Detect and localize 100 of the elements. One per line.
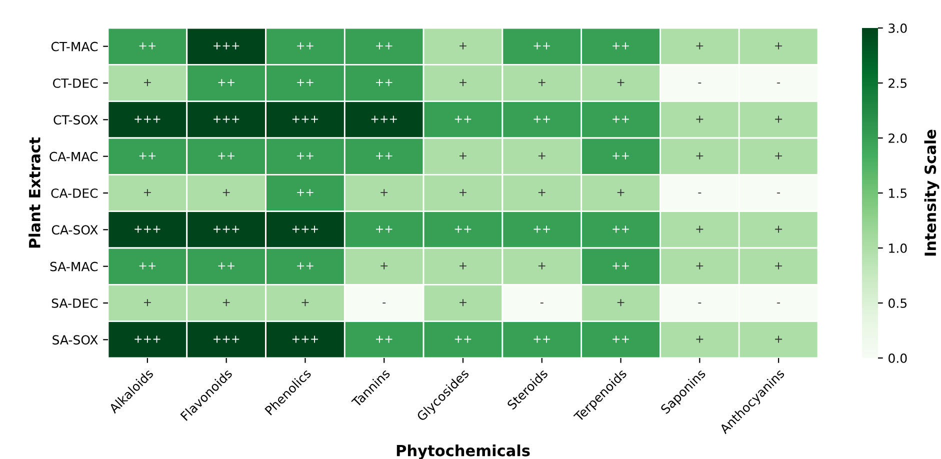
data-label: ++ — [376, 79, 392, 86]
data-label: - — [777, 302, 780, 304]
data-label: + — [538, 189, 546, 196]
data-label: ++ — [612, 152, 629, 160]
color-bar-label: 1.5 — [889, 188, 907, 198]
y-tick-label: CT-MAC — [51, 42, 98, 52]
data-label: +++ — [134, 116, 160, 123]
y-tick-label: CT-SOX — [54, 115, 98, 125]
data-label: + — [380, 189, 388, 196]
data-label: - — [698, 302, 702, 304]
color-bar-label: 1.0 — [889, 243, 907, 253]
data-label: - — [540, 302, 544, 304]
data-label: - — [698, 82, 702, 84]
data-label: ++ — [454, 336, 472, 343]
y-axis-title: Plant Extract — [28, 137, 40, 248]
data-label: ++ — [297, 262, 314, 270]
data-label: ++ — [612, 42, 629, 50]
y-tick-label: SA-MAC — [50, 262, 98, 272]
data-label: + — [775, 336, 782, 343]
data-label: ++ — [534, 226, 550, 233]
data-label: +++ — [292, 226, 318, 233]
data-label: + — [222, 299, 230, 306]
data-label: ++ — [139, 152, 156, 160]
color-bar-label: 0.5 — [888, 298, 907, 308]
data-label: ++ — [376, 336, 392, 343]
data-label: ++ — [297, 152, 314, 160]
data-label: + — [617, 189, 624, 196]
data-label: ++ — [612, 226, 629, 233]
data-label: + — [775, 226, 782, 233]
data-label: - — [382, 302, 386, 304]
data-label: + — [696, 42, 704, 50]
color-bar-label: 3.0 — [888, 23, 907, 33]
y-tick-label: CT-DEC — [52, 78, 98, 88]
data-label: ++ — [454, 116, 472, 123]
color-bar-label: 0.0 — [888, 353, 907, 363]
data-label: + — [460, 79, 466, 86]
data-label: + — [617, 79, 624, 86]
data-label: + — [696, 152, 704, 160]
data-label: - — [698, 192, 702, 194]
data-label: + — [222, 189, 230, 196]
data-label: - — [777, 82, 780, 84]
data-label: ++ — [612, 262, 629, 270]
data-label: + — [460, 42, 466, 50]
data-label: + — [696, 336, 704, 343]
data-label: ++ — [139, 262, 156, 270]
data-label: ++ — [297, 189, 314, 196]
y-tick-label: SA-SOX — [52, 335, 98, 345]
y-tick-label: CA-MAC — [50, 152, 98, 162]
data-label: + — [775, 262, 782, 270]
data-label: +++ — [134, 336, 160, 343]
data-label: + — [538, 79, 546, 86]
data-label: ++ — [534, 116, 550, 123]
data-label: ++ — [297, 79, 314, 86]
y-tick-label: CA-SOX — [52, 225, 98, 235]
data-label: ++ — [218, 262, 234, 270]
data-label: +++ — [292, 116, 318, 123]
data-label: + — [302, 299, 309, 306]
data-label: + — [144, 299, 151, 306]
data-label: ++ — [612, 116, 629, 123]
data-label: + — [775, 116, 782, 123]
y-tick-label: CA-DEC — [51, 188, 98, 198]
data-label: ++ — [297, 42, 314, 50]
data-label: + — [775, 42, 782, 50]
data-label: + — [538, 262, 546, 270]
data-label: + — [617, 299, 624, 306]
data-label: + — [696, 262, 704, 270]
color-bar-title: Intensity Scale — [924, 130, 940, 256]
data-label: + — [460, 189, 466, 196]
data-label: - — [777, 192, 780, 194]
data-label: ++ — [218, 152, 234, 160]
data-label: ++ — [218, 79, 234, 86]
data-label: ++ — [376, 152, 392, 160]
data-label: ++ — [534, 336, 550, 343]
data-label: ++ — [534, 42, 550, 50]
data-label: +++ — [292, 336, 318, 343]
data-label: +++ — [214, 226, 240, 233]
data-label: +++ — [214, 116, 240, 123]
data-label: + — [380, 262, 388, 270]
data-label: + — [460, 299, 466, 306]
data-label: + — [775, 152, 782, 160]
data-label: + — [144, 189, 151, 196]
data-label: +++ — [214, 336, 240, 343]
data-label: ++ — [454, 226, 472, 233]
data-label: + — [460, 152, 466, 160]
data-label: +++ — [214, 42, 240, 50]
data-label: + — [538, 152, 546, 160]
data-label: +++ — [134, 226, 160, 233]
data-label: ++ — [376, 42, 392, 50]
data-label: + — [696, 116, 704, 123]
data-label: ++ — [612, 336, 629, 343]
y-tick-label: SA-DEC — [52, 298, 98, 308]
data-label: + — [144, 79, 151, 86]
data-label: ++ — [376, 226, 392, 233]
x-axis-title: Phytochemicals — [396, 444, 530, 459]
data-label: + — [696, 226, 704, 233]
data-label: +++ — [371, 116, 397, 123]
color-bar-label: 2.5 — [888, 78, 907, 88]
data-label: ++ — [139, 42, 156, 50]
color-bar-label: 2.0 — [888, 133, 907, 143]
data-label: + — [460, 262, 466, 270]
